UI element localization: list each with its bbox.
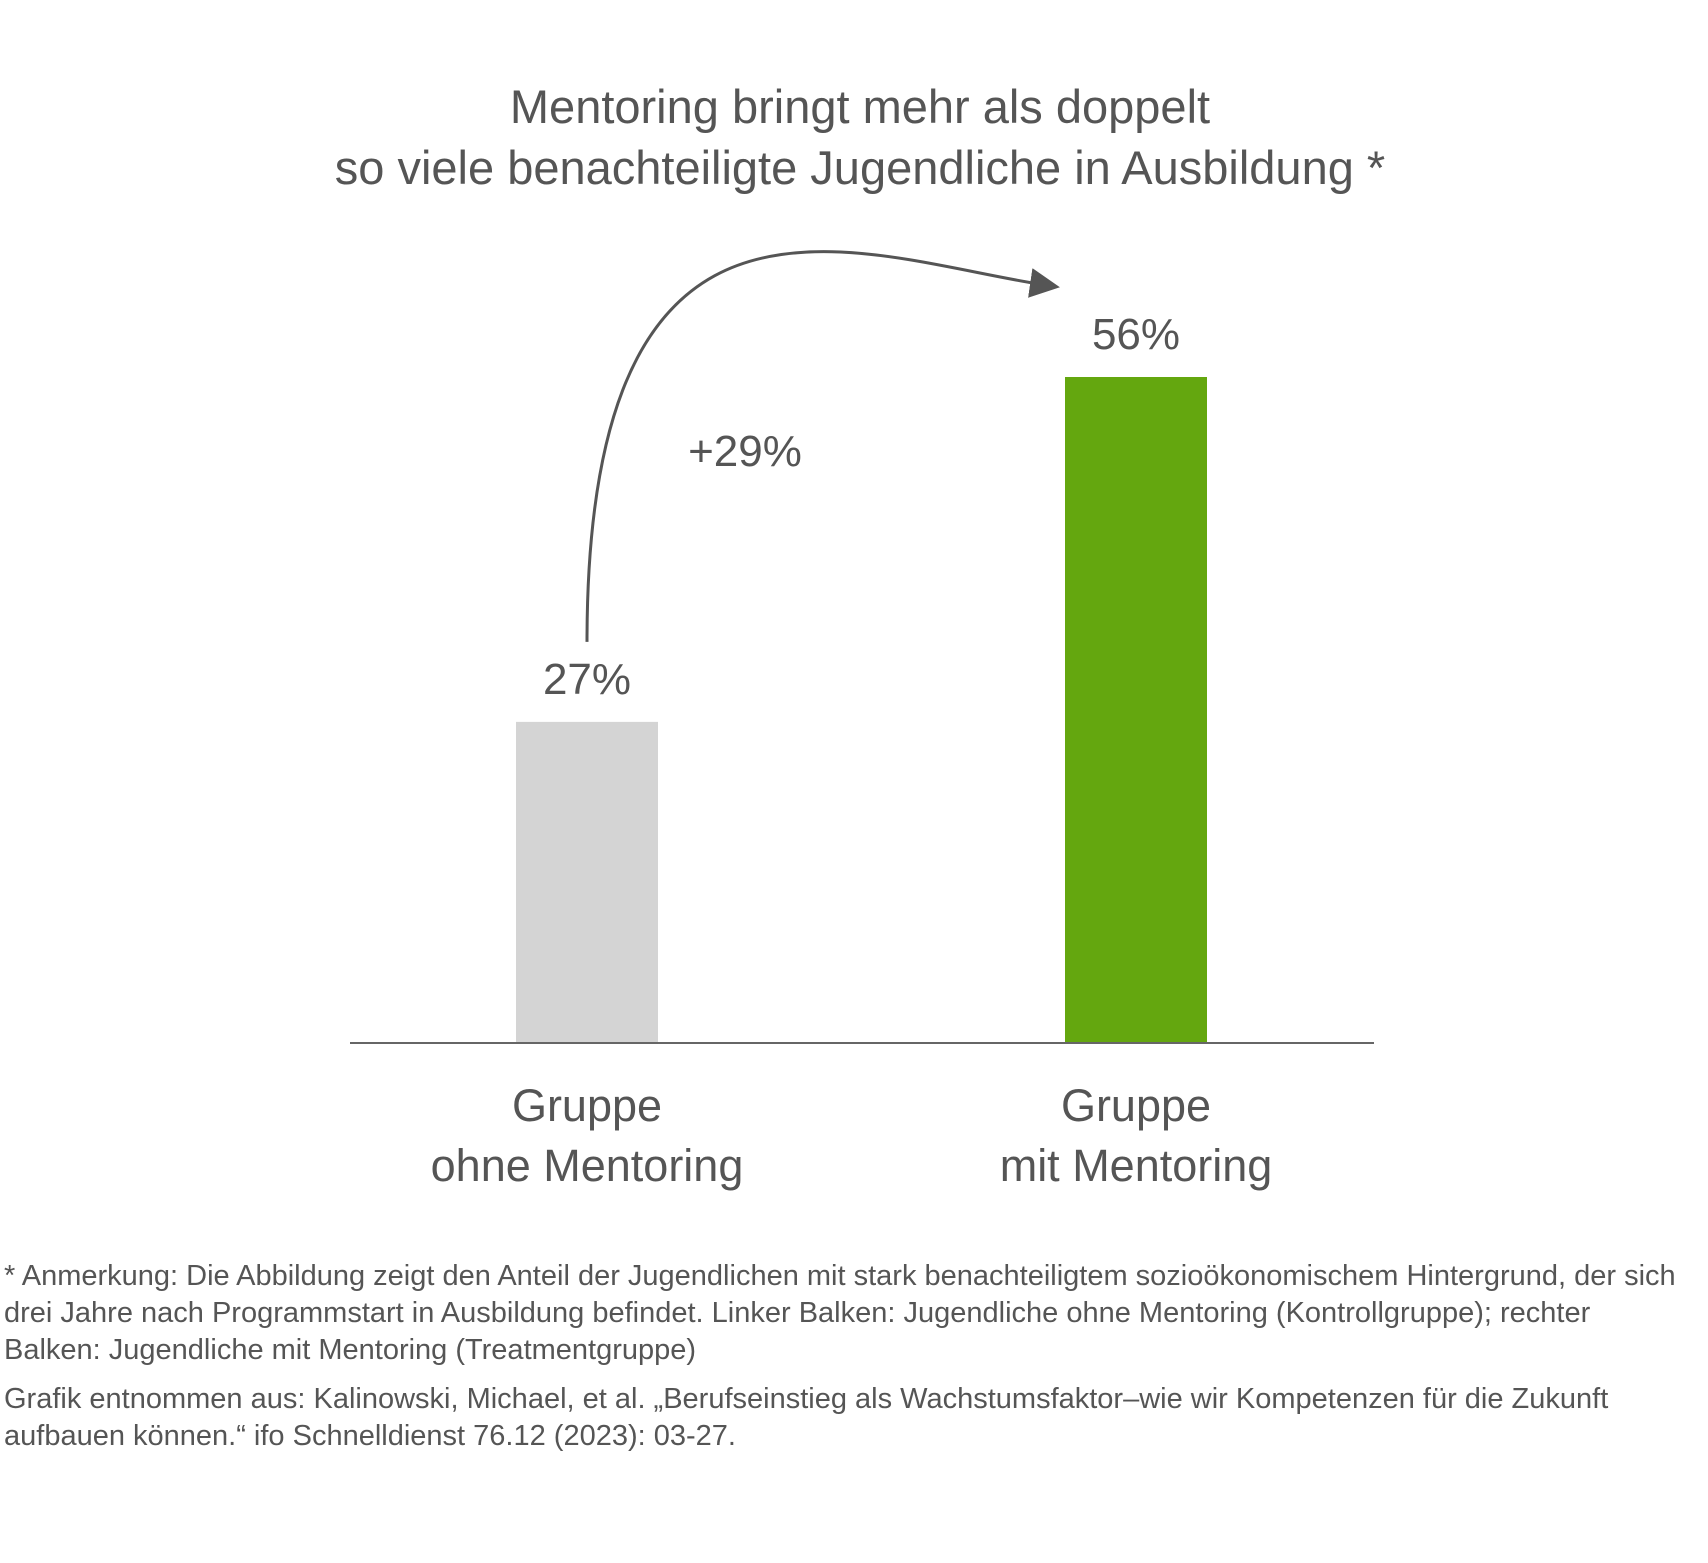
value-label-ohne-mentoring: 27%	[543, 655, 631, 704]
chart-title-line-2: so viele benachteiligte Jugendliche in A…	[335, 141, 1385, 194]
increase-arrow	[585, 250, 1060, 642]
category-label-ohne-mentoring-line-1: Gruppe	[512, 1080, 662, 1131]
bar-ohne-mentoring	[516, 721, 658, 1043]
category-label-mit-mentoring-line-1: Gruppe	[1061, 1080, 1211, 1131]
footnotes: * Anmerkung: Die Abbildung zeigt den Ant…	[4, 1258, 1694, 1455]
value-label-mit-mentoring: 56%	[1092, 310, 1180, 359]
remark-note: * Anmerkung: Die Abbildung zeigt den Ant…	[4, 1260, 1676, 1366]
increase-label: +29%	[688, 427, 802, 476]
chart-title-line-1: Mentoring bringt mehr als doppelt	[510, 80, 1210, 133]
bar-chart: Mentoring bringt mehr als doppelt so vie…	[335, 80, 1385, 1191]
source-note: Grafik entnommen aus: Kalinowski, Michae…	[4, 1383, 1609, 1452]
bar-mit-mentoring	[1065, 377, 1207, 1043]
category-label-mit-mentoring-line-2: mit Mentoring	[1000, 1140, 1273, 1191]
category-label-ohne-mentoring-line-2: ohne Mentoring	[431, 1140, 744, 1191]
